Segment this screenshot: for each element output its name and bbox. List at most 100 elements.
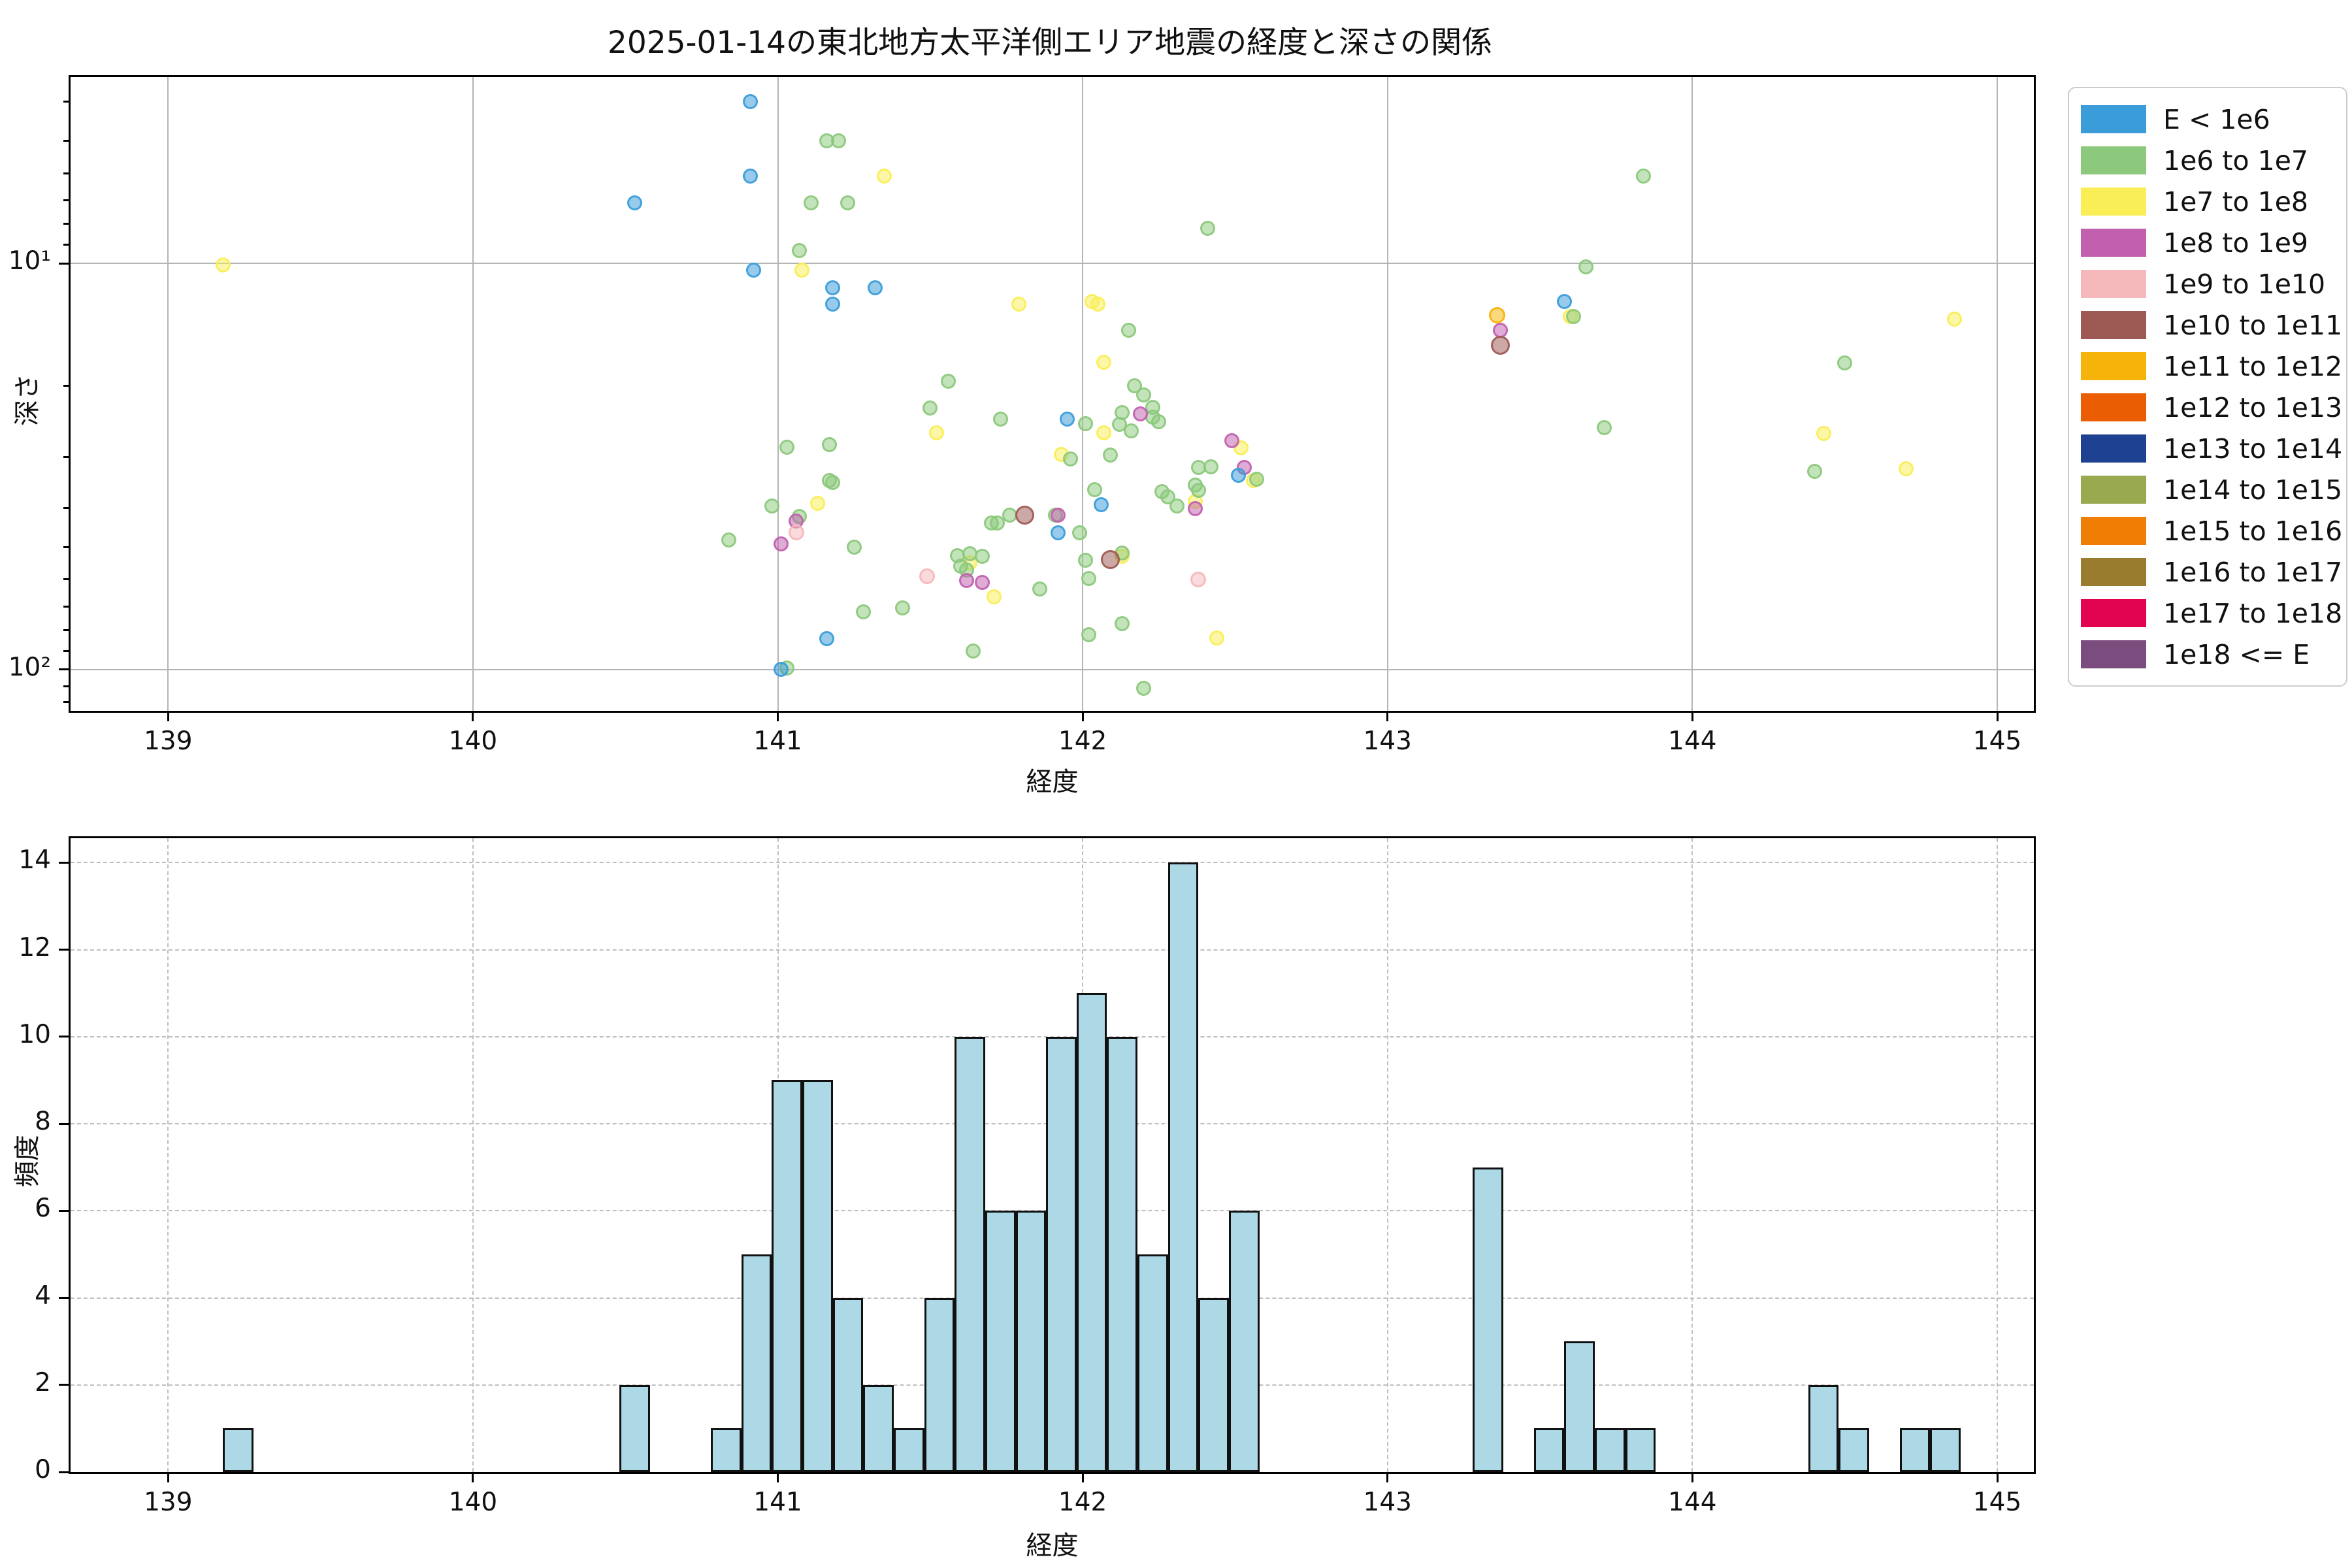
scatter-point [773,536,789,551]
histogram-plot: 139 140 141 142 143 144 145 0 2 4 6 8 10 12 14 経度 頻度 [12,836,2036,1561]
legend-swatch [2081,434,2146,463]
legend-item: 1e7 to 1e8 [2081,181,2334,222]
histogram-bar [1229,1211,1260,1472]
scatter-point [1096,354,1112,370]
histogram-y-tick [59,1471,69,1473]
legend-swatch [2081,517,2146,545]
scatter-point [819,631,834,647]
histogram-bar [863,1384,894,1472]
scatter-point [1081,627,1096,642]
histogram-bar [1198,1298,1230,1472]
scatter-point [1578,259,1593,274]
legend-label: 1e8 to 1e9 [2163,227,2309,259]
scatter-point [846,539,862,555]
scatter-point [868,280,883,296]
scatter-point [895,600,911,616]
scatter-y-tick-minor [63,199,69,202]
scatter-point [877,169,892,184]
histogram-x-tick [1691,1473,1693,1482]
scatter-y-tick-minor [63,223,69,225]
legend-label: 1e16 to 1e17 [2163,556,2343,588]
legend-swatch [2081,229,2146,257]
scatter-point [923,400,938,416]
scatter-point [822,436,838,452]
histogram-x-tick-label: 142 [1058,1488,1107,1517]
scatter-point [941,373,956,389]
scatter-point [959,573,975,589]
scatter-point [990,515,1005,531]
scatter-point [745,263,761,278]
scatter-y-tick-major [59,668,69,671]
legend-label: 1e9 to 1e10 [2163,268,2326,300]
scatter-gridline-y [71,668,2034,670]
legend-label: 1e10 to 1e11 [2163,309,2343,341]
scatter-point [1060,412,1075,427]
scatter-x-tick-label: 145 [1972,727,2022,756]
histogram-bar [802,1080,833,1472]
histogram-y-tick [59,861,69,864]
figure-title: 2025-01-14の東北地方太平洋側エリア地震の経度と深さの関係 [607,25,1493,61]
scatter-x-tick [777,712,779,721]
histogram-x-tick-label: 145 [1972,1488,2022,1517]
scatter-gridline-x [1997,77,1998,711]
scatter-x-tick-label: 141 [753,727,802,756]
histogram-bar [710,1428,742,1472]
legend-item: 1e9 to 1e10 [2081,263,2334,304]
histogram-x-tick [1386,1473,1389,1482]
scatter-point [1051,508,1066,523]
scatter-point [627,195,642,211]
scatter-y-tick-label: 10² [8,652,51,682]
scatter-point [1490,335,1510,355]
scatter-y-tick-minor [63,384,69,387]
scatter-x-tick-label: 140 [448,727,498,756]
scatter-point [831,133,847,149]
histogram-y-tick-label: 10 [18,1019,51,1049]
scatter-point [1188,501,1203,517]
histogram-bar [924,1298,955,1472]
scatter-point [1078,416,1094,431]
scatter-y-tick-minor [63,172,69,174]
histogram-x-tick-label: 144 [1668,1488,1717,1517]
histogram-bar [985,1211,1016,1472]
scatter-x-tick-label: 139 [144,727,193,756]
histogram-gridline-y [71,949,2034,951]
scatter-point [1837,355,1853,371]
histogram-bar [1473,1167,1504,1472]
scatter-gridline-y [71,263,2034,265]
scatter-point [743,169,759,184]
histogram-y-tick [59,1297,69,1299]
scatter-y-tick-minor [63,140,69,142]
scatter-point [987,589,1002,605]
histogram-gridline-x [167,838,169,1472]
legend-item: 1e16 to 1e17 [2081,551,2342,593]
histogram-bar [1168,862,1199,1472]
legend-swatch [2081,270,2146,298]
scatter-point [840,195,856,211]
scatter-point [1200,220,1215,236]
scatter-point [1135,387,1151,403]
histogram-y-tick-label: 14 [18,845,51,875]
histogram-x-tick [1996,1473,1999,1482]
histogram-y-tick-label: 6 [35,1194,51,1224]
scatter-point [1898,461,1914,476]
histogram-bar [955,1036,985,1472]
scatter-point [1133,406,1149,422]
scatter-point [1947,311,1963,327]
histogram-y-tick-label: 4 [35,1281,51,1311]
histogram-bar [1107,1036,1138,1472]
legend-swatch [2081,599,2146,627]
scatter-point [1636,169,1652,184]
legend-item: 1e15 to 1e16 [2081,510,2342,551]
scatter-point [1806,463,1822,479]
legend-item: 1e8 to 1e9 [2081,222,2334,263]
legend-swatch [2081,476,2146,504]
scatter-y-tick-minor [63,506,69,509]
scatter-point [974,548,990,564]
histogram-x-tick [167,1473,169,1482]
histogram-x-tick-label: 143 [1363,1488,1412,1517]
legend-item: 1e13 to 1e14 [2081,428,2342,469]
scatter-gridline-x [777,77,779,711]
scatter-y-tick-minor [63,700,69,703]
scatter-point [809,496,825,512]
histogram-x-tick [472,1473,474,1482]
